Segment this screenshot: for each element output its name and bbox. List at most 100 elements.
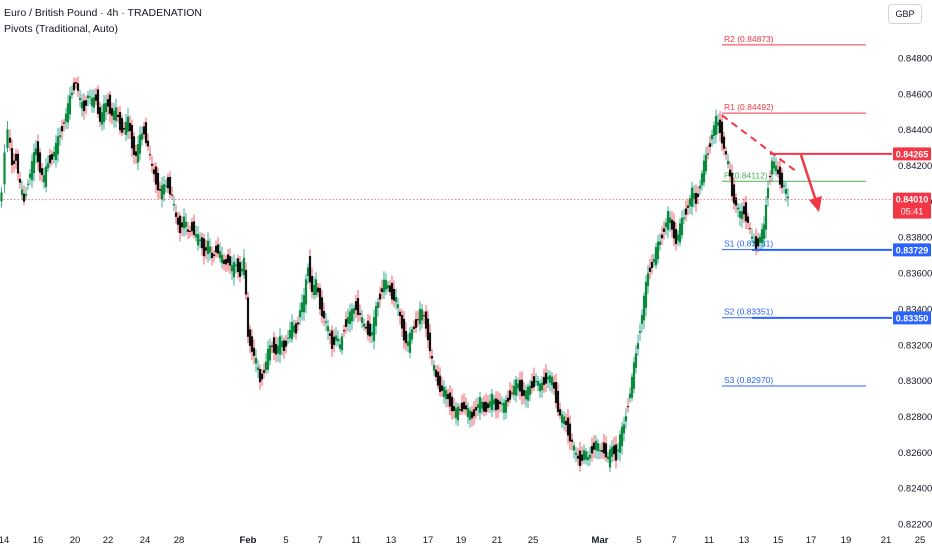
candle-body — [614, 444, 618, 461]
currency-selector[interactable]: GBP — [888, 4, 922, 24]
candle-body — [536, 381, 540, 386]
indicator-label[interactable]: Pivots (Traditional, Auto) — [4, 23, 118, 35]
candle-body — [112, 110, 116, 120]
x-tick-label: 28 — [174, 535, 185, 546]
x-tick-label: 21 — [881, 535, 892, 546]
candle-body — [104, 103, 108, 113]
candle-body — [156, 172, 160, 191]
candle-body — [670, 219, 674, 230]
candle-body — [290, 322, 294, 340]
candle-body — [710, 135, 714, 140]
candle-body — [110, 108, 114, 116]
candle-body — [194, 233, 198, 238]
candle-body — [166, 177, 170, 189]
price-label-box — [893, 243, 931, 257]
candle-body — [36, 141, 40, 163]
candle-body — [144, 122, 148, 144]
candle-body — [482, 401, 486, 412]
candle-body — [60, 125, 64, 132]
candle-body — [54, 142, 58, 161]
candle-body — [734, 197, 738, 206]
candle-body — [318, 288, 322, 310]
candle-body — [592, 442, 596, 450]
candle-body — [666, 211, 670, 230]
candle-body — [442, 386, 446, 397]
candle-body — [642, 295, 646, 321]
candle-body — [506, 397, 510, 402]
candle-body — [46, 163, 50, 169]
candle-body — [74, 82, 78, 84]
candle-body — [3, 152, 6, 185]
candle-body — [512, 385, 516, 395]
candle-body — [320, 297, 324, 317]
legend: Euro / British Pound · 4h · TRADENATION … — [4, 5, 202, 37]
candle-body — [302, 295, 306, 313]
candle-body — [786, 196, 790, 199]
candle-body — [588, 454, 592, 459]
candle-body — [124, 121, 128, 136]
price-label-text: 0.83729 — [896, 245, 929, 255]
x-tick-label: 21 — [492, 535, 503, 546]
candle-body — [782, 185, 786, 187]
x-tick-label: 11 — [704, 535, 714, 546]
candle-body — [398, 311, 402, 317]
x-tick-label: Feb — [240, 535, 257, 546]
candle-body — [70, 92, 74, 96]
candle-body — [740, 211, 744, 219]
candle-body — [748, 228, 752, 230]
x-tick-label: 11 — [351, 535, 361, 546]
candle-body — [774, 165, 778, 172]
x-tick-label: 20 — [70, 535, 81, 546]
candle-body — [254, 357, 258, 364]
candle-body — [14, 153, 18, 161]
candle-body — [656, 241, 660, 260]
candle-body — [310, 275, 314, 292]
candle-body — [218, 251, 222, 259]
candle-body — [362, 323, 366, 327]
candle-body — [634, 353, 638, 368]
candle-body — [158, 189, 162, 191]
candle-body — [648, 267, 652, 272]
price-axis[interactable]: 0.848000.846000.844000.842000.840000.838… — [898, 53, 932, 530]
candle-body — [312, 284, 316, 296]
candle-body — [516, 383, 520, 389]
price-label-text: 0.83350 — [896, 313, 929, 323]
candle-body — [236, 258, 240, 273]
candle-body — [528, 385, 532, 395]
candle-body — [560, 414, 564, 423]
x-tick-label: 25 — [528, 535, 539, 546]
candle-body — [522, 390, 526, 396]
candle-body — [308, 256, 312, 283]
time-axis[interactable]: 14 16 20 22 24 28 Feb 5 7 11 13 17 19 21 25 Mar 5 7 11 13 15… — [0, 535, 925, 546]
candle-body — [672, 221, 676, 239]
candle-body — [392, 288, 396, 301]
candle-body — [214, 245, 218, 253]
candle-body — [202, 238, 206, 257]
candle-body — [464, 405, 468, 410]
y-tick-label: 0.84200 — [898, 161, 932, 172]
candle-body — [212, 254, 216, 256]
candle-body — [10, 148, 14, 166]
y-tick-label: 0.83800 — [898, 233, 932, 244]
candle-body — [460, 402, 464, 412]
candle-body — [520, 379, 524, 397]
candle-body — [260, 373, 264, 380]
candle-body — [140, 133, 144, 140]
candle-body — [468, 410, 472, 420]
candle-body — [208, 246, 212, 253]
candle-body — [668, 217, 672, 224]
candle-body — [716, 122, 720, 126]
candle-body — [502, 402, 506, 413]
candle-body — [586, 456, 590, 461]
candle-body — [658, 241, 662, 245]
symbol-title[interactable]: Euro / British Pound · 4h · TRADENATION — [4, 7, 203, 19]
candle-body — [724, 151, 728, 155]
candle-body — [56, 136, 60, 155]
candle-body — [230, 265, 234, 272]
candle-body — [568, 423, 572, 442]
candle-body — [626, 406, 630, 408]
candle-body — [534, 380, 538, 383]
candle-body — [128, 122, 132, 132]
